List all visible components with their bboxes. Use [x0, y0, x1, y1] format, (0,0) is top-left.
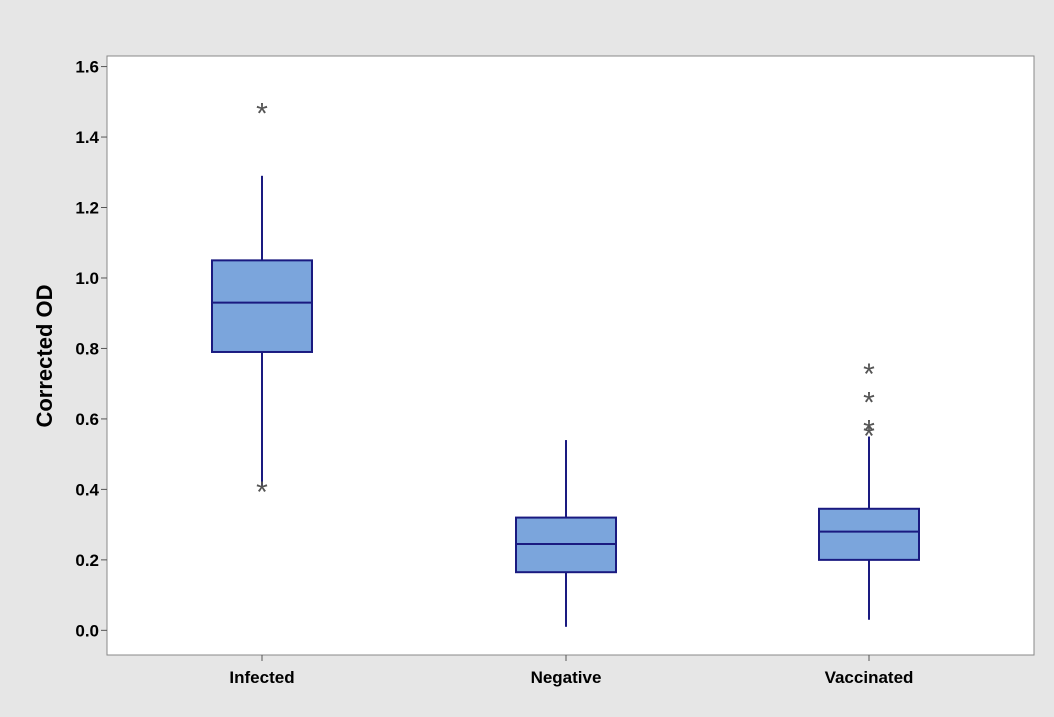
y-axis: 0.0 0.2 0.4 0.6 0.8 1.0 1.2 1.4 1.6 — [75, 58, 107, 640]
y-tick-label-8: 1.6 — [75, 58, 99, 77]
y-tick-label-1: 0.2 — [75, 551, 99, 570]
x-tick-label-1: Negative — [531, 668, 602, 687]
y-tick-label-7: 1.4 — [75, 128, 99, 147]
y-tick-label-4: 0.8 — [75, 339, 99, 358]
outlier-marker: * — [256, 476, 268, 509]
y-axis-title: Corrected OD — [32, 284, 57, 427]
y-tick-label-5: 1.0 — [75, 269, 99, 288]
x-tick-label-2: Vaccinated — [825, 668, 914, 687]
outlier-marker: * — [863, 414, 875, 447]
y-tick-label-0: 0.0 — [75, 621, 99, 640]
boxes: ****** — [211, 97, 920, 627]
box-vaccinated: **** — [818, 358, 920, 620]
x-tick-label-0: Infected — [229, 668, 294, 687]
outlier-marker: * — [863, 358, 875, 391]
box-infected: ** — [211, 97, 313, 509]
iqr-box — [211, 259, 313, 353]
x-axis: Infected Negative Vaccinated — [229, 655, 913, 687]
outlier-marker: * — [863, 420, 875, 453]
y-tick-label-3: 0.6 — [75, 410, 99, 429]
y-tick-label-2: 0.4 — [75, 480, 99, 499]
outlier-marker: * — [863, 386, 875, 419]
outlier-marker: * — [256, 97, 268, 130]
iqr-box — [818, 507, 920, 561]
box-negative — [515, 440, 617, 627]
y-tick-label-6: 1.2 — [75, 199, 99, 218]
